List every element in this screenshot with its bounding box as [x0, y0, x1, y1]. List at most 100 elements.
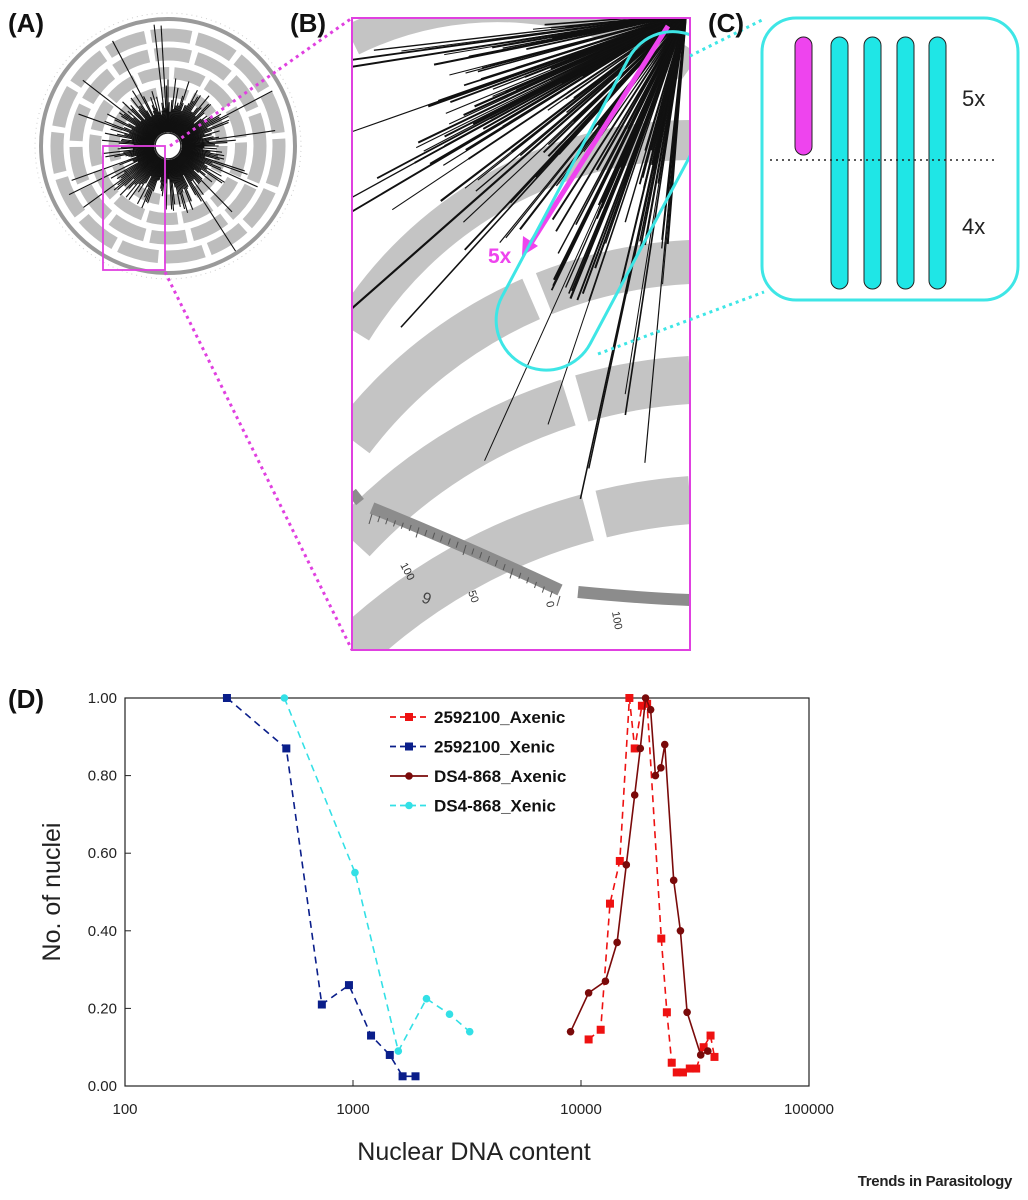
data-point: [667, 1058, 676, 1067]
coverage-spike: [176, 107, 198, 136]
coverage-spike: [169, 87, 179, 133]
chromosome-bar-4: [928, 36, 947, 290]
data-point: [596, 1025, 605, 1034]
coverage-spike: [119, 112, 157, 139]
coverage-spike: [179, 113, 222, 140]
coverage-spike: [128, 157, 161, 201]
coverage-spike: [169, 159, 176, 205]
coverage-spike: [171, 159, 189, 213]
legend-label: DS4-868_Xenic: [434, 797, 556, 816]
ploidy-frame: [760, 16, 1020, 302]
scale-tick: [471, 548, 475, 555]
data-point: [344, 981, 353, 990]
zoom-spike: [352, 18, 684, 310]
data-point: [692, 1064, 701, 1073]
coverage-spike: [104, 132, 155, 144]
coverage-spike: [175, 157, 237, 252]
coverage-spike: [175, 95, 201, 135]
zoom-spike: [547, 18, 686, 425]
coverage-spike: [105, 147, 155, 158]
coverage-spike: [117, 154, 158, 191]
coverage-spike: [181, 147, 223, 153]
coverage-spike: [120, 153, 157, 179]
coverage-spike: [156, 96, 166, 133]
data-point: [625, 694, 634, 702]
coverage-spike: [134, 156, 160, 185]
legend-label: DS4-868_Axenic: [434, 767, 566, 786]
data-point: [672, 1068, 681, 1077]
coverage-spike: [144, 158, 163, 198]
data-point: [411, 1072, 420, 1081]
x-axis-label: Nuclear DNA content: [357, 1138, 591, 1166]
coverage-spike: [180, 150, 222, 169]
scale-tick: [447, 538, 451, 545]
coverage-spike: [181, 130, 276, 145]
data-point: [676, 927, 685, 935]
coverage-spike: [141, 158, 164, 209]
chromosome-bar-1: [830, 36, 849, 290]
coverage-spike: [168, 100, 173, 133]
zoom-spike: [642, 18, 686, 178]
legend-marker: [405, 742, 413, 751]
legend-marker: [405, 772, 413, 780]
series-line: [588, 697, 716, 1074]
coverage-spike: [174, 100, 194, 135]
data-point: [282, 744, 291, 753]
coverage-spike: [137, 157, 161, 193]
coverage-spike: [168, 159, 173, 210]
zoom-spike: [600, 18, 686, 204]
zoom-spike: [463, 18, 680, 117]
panel-label-a: (A): [8, 8, 45, 38]
coverage-spike: [176, 156, 200, 185]
coverage-spike: [176, 107, 202, 136]
x-tick-label: 100000: [784, 1101, 834, 1118]
zoom-spike: [569, 18, 686, 299]
coverage-spike: [138, 156, 160, 185]
zoom-spike: [555, 18, 685, 232]
coverage-spike: [121, 138, 155, 145]
data-point: [657, 764, 665, 772]
zoom-spike: [519, 18, 685, 230]
coverage-spike: [173, 158, 189, 189]
arrow-label: 5x: [488, 245, 512, 268]
coverage-spike: [131, 108, 159, 137]
zoom-spike: [624, 18, 687, 416]
zoom-spike: [427, 18, 679, 108]
coverage-spike: [123, 113, 157, 139]
coverage-spike: [114, 119, 156, 141]
zoomed-circos: 100 50 0 100 6 5x: [352, 18, 690, 650]
panel-b-frame: [351, 17, 691, 651]
zoom-spike: [490, 18, 673, 66]
chromosome-bar-3: [896, 36, 915, 290]
x-tick-label: 1000: [336, 1101, 369, 1118]
zoom-track-2: [352, 240, 690, 454]
data-point: [584, 989, 593, 997]
coverage-spike: [141, 157, 161, 185]
zoom-spike: [373, 18, 658, 51]
data-point: [394, 1047, 403, 1055]
data-point: [646, 705, 655, 714]
scale-tick: [509, 568, 514, 579]
ploidy-diagram: 5x 4x: [760, 16, 1020, 302]
data-point: [367, 1031, 376, 1040]
coverage-spike: [171, 81, 190, 133]
coverage-spike: [178, 154, 206, 176]
data-point: [637, 701, 646, 710]
data-point: [660, 740, 669, 749]
scale-tick: [502, 563, 506, 571]
chromosome-bar-2: [863, 36, 882, 290]
coverage-spike: [168, 159, 175, 211]
coverage-spike: [165, 159, 169, 210]
coverage-spike: [131, 90, 161, 135]
coverage-spike: [117, 146, 155, 150]
data-point: [651, 771, 660, 780]
coverage-spike: [171, 159, 186, 210]
coverage-spike: [147, 159, 164, 204]
scale-label-100b: 100: [609, 610, 624, 630]
coverage-spike: [138, 109, 160, 136]
data-point: [630, 744, 639, 753]
series-line: [283, 697, 471, 1054]
coverage-spike: [172, 159, 184, 190]
scale-tick: [526, 577, 530, 584]
circos-plot: [34, 12, 302, 280]
